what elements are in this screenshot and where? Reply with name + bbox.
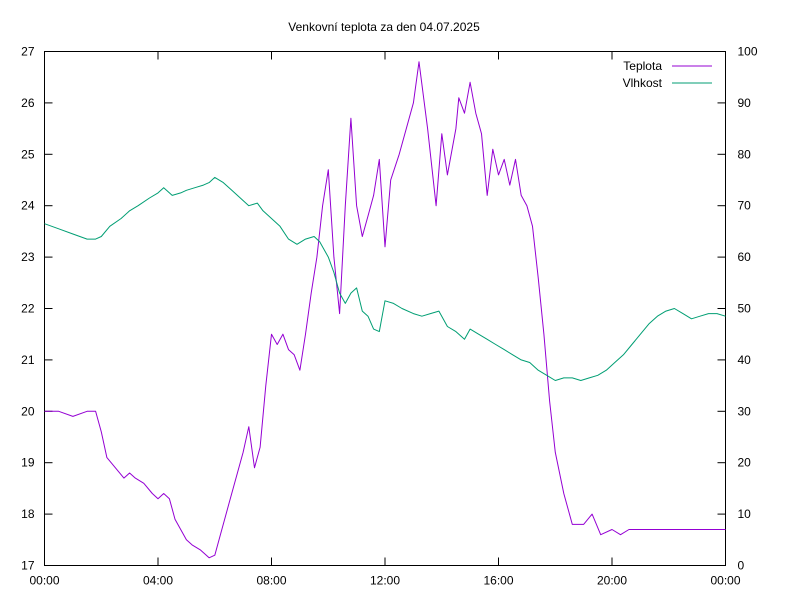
x-tick-label: 00:00 xyxy=(29,574,59,588)
y-tick-label: 22 xyxy=(21,302,35,316)
y-tick-label: 18 xyxy=(21,507,35,521)
y-tick-label: 26 xyxy=(21,96,35,110)
series-line-teplota xyxy=(44,61,726,559)
ticks-layer: 17 18 19 20 21 22 23 24 25 26 27 0 10 20 30 40 50 60 70 80 9… xyxy=(21,45,758,588)
y-tick-label: 20 xyxy=(21,404,35,418)
y-tick-label: 21 xyxy=(21,353,35,367)
y2-tick-label: 30 xyxy=(738,404,752,418)
legend-label-teplota: Teplota xyxy=(623,59,662,73)
y2-tick-label: 60 xyxy=(738,250,752,264)
y2-tick-label: 70 xyxy=(738,199,752,213)
x-tick-label: 20:00 xyxy=(597,574,627,588)
y-tick-label: 27 xyxy=(21,45,35,59)
x-tick-label: 08:00 xyxy=(256,574,286,588)
y2-tick-label: 100 xyxy=(738,45,758,59)
x-tick-label: 16:00 xyxy=(483,574,513,588)
y-tick-label: 25 xyxy=(21,147,35,161)
y2-tick-label: 0 xyxy=(738,559,745,573)
y-tick-label: 19 xyxy=(21,456,35,470)
y2-tick-label: 10 xyxy=(738,507,752,521)
y2-tick-label: 20 xyxy=(738,456,752,470)
x-tick-label: 04:00 xyxy=(143,574,173,588)
series-layer xyxy=(44,61,726,559)
y-tick-label: 24 xyxy=(21,199,35,213)
y2-tick-label: 50 xyxy=(738,302,752,316)
y2-tick-label: 90 xyxy=(738,96,752,110)
y-tick-label: 23 xyxy=(21,250,35,264)
series-line-vlhkost xyxy=(44,176,726,381)
y2-tick-label: 80 xyxy=(738,147,752,161)
x-tick-label: 00:00 xyxy=(710,574,740,588)
x-tick-label: 12:00 xyxy=(370,574,400,588)
y-tick-label: 17 xyxy=(21,559,35,573)
chart-title: Venkovní teplota za den 04.07.2025 xyxy=(288,20,480,34)
legend: Teplota Vlhkost xyxy=(623,59,712,90)
y2-tick-label: 40 xyxy=(738,353,752,367)
legend-label-vlhkost: Vlhkost xyxy=(623,76,663,90)
plot-frame xyxy=(44,51,726,566)
